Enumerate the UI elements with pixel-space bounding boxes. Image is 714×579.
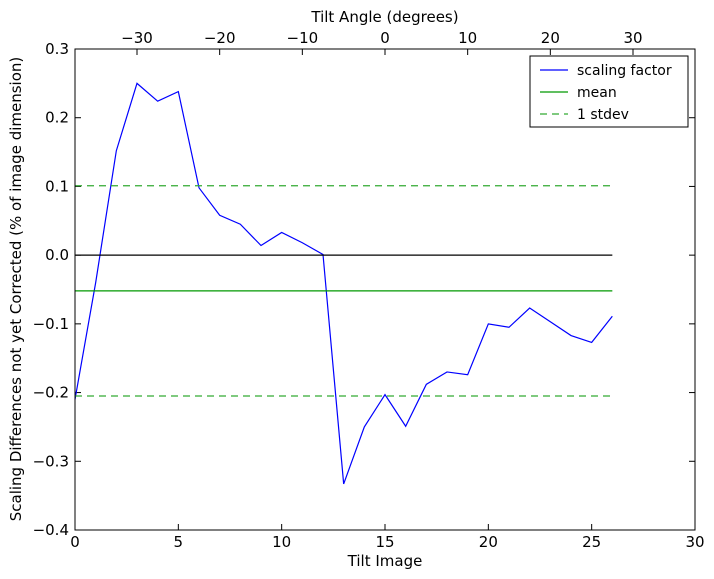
legend-label-mean: mean [577,85,617,101]
ticks-layer: 0 5 10 15 20 25 30 −30 −20 −10 0 10 20 30 −0.4 −0.3 −0.2… [33,29,705,551]
legend: scaling factor mean 1 stdev [529,55,689,128]
x-tick-label: 25 [582,533,601,551]
top-x-tick-label: −20 [204,29,236,47]
top-x-tick-label: 0 [380,29,390,47]
x-tick-label: 0 [70,533,80,551]
plot-frame [74,48,696,531]
plot-background [75,49,695,530]
series-layer [74,82,613,485]
y-tick-label: −0.4 [33,521,69,539]
top-x-tick-label: 30 [623,29,642,47]
x-tick-label: 30 [685,533,704,551]
y-tick-label: 0.0 [45,246,69,264]
legend-label-1-stdev: 1 stdev [577,107,629,123]
top-x-tick-label: −30 [121,29,153,47]
y-tick-label: 0.2 [45,109,69,127]
legend-label-scaling-factor: scaling factor [577,63,672,79]
y-tick-label: −0.3 [33,452,69,470]
y-axis-title: Scaling Differences not yet Corrected (%… [7,57,25,522]
x-tick-label: 15 [375,533,394,551]
top-x-tick-label: −10 [287,29,319,47]
x-tick-label: 20 [479,533,498,551]
x-axis-title: Tilt Image [347,552,423,570]
x-tick-label: 10 [272,533,291,551]
x-tick-label: 5 [174,533,184,551]
series-scaling-factor [74,82,613,485]
top-x-axis-title: Tilt Angle (degrees) [310,8,458,26]
y-tick-label: −0.1 [33,315,69,333]
y-tick-label: −0.2 [33,384,69,402]
y-tick-label: 0.1 [45,177,69,195]
top-x-tick-label: 10 [458,29,477,47]
y-tick-label: 0.3 [45,40,69,58]
top-x-tick-label: 20 [541,29,560,47]
